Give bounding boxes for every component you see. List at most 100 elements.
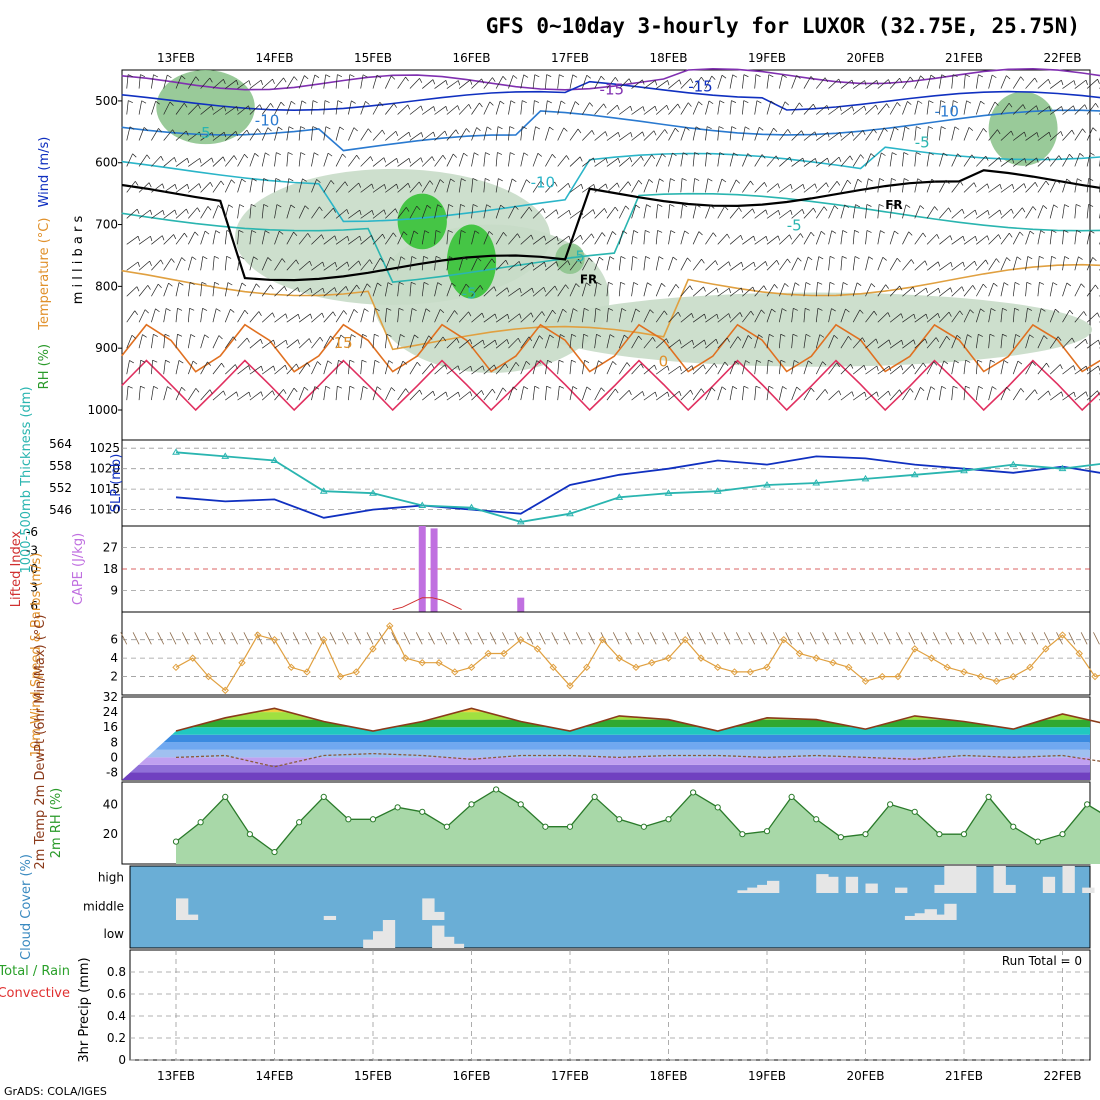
wind-barb-flag xyxy=(144,309,149,314)
wind-barb-flag xyxy=(599,256,604,261)
rh-patch xyxy=(397,193,447,250)
wind-barb xyxy=(237,129,248,141)
wind-barb xyxy=(1025,157,1037,167)
wind-barb-flag xyxy=(993,282,998,287)
wind-barb-flag xyxy=(588,257,593,262)
wind-barb xyxy=(557,360,560,375)
wind-barb-flag xyxy=(254,153,259,157)
wind-barb-flag xyxy=(700,388,705,393)
wind-barb-flag xyxy=(407,104,411,110)
wind-barb-flag xyxy=(536,360,541,364)
wind10m-barb xyxy=(1031,632,1039,645)
wind-barb-flag xyxy=(755,74,761,77)
wind-barb xyxy=(1086,284,1096,297)
x-tick-bottom-14FEB: 14FEB xyxy=(256,1069,294,1083)
wind-barb xyxy=(877,79,889,89)
wind-barb xyxy=(1037,362,1047,375)
wind-barb xyxy=(175,334,178,349)
wind-barb xyxy=(458,339,471,349)
wind-barb xyxy=(914,313,927,323)
wind-barb xyxy=(532,311,543,323)
wind-barb-flag xyxy=(419,78,423,83)
wind-barb-flag xyxy=(281,258,286,263)
wind-barb xyxy=(655,204,659,219)
wind-barb-flag xyxy=(950,262,953,268)
wind-barb-flag xyxy=(477,257,482,262)
cape-label: CAPE (J/kg) xyxy=(71,533,86,605)
wind-barb-flag xyxy=(1032,361,1036,366)
precip-tick-0.2: 0.2 xyxy=(107,1031,126,1045)
wind-barb xyxy=(1012,360,1019,375)
wind-barb-flag xyxy=(505,363,509,369)
wind-barb-flag xyxy=(1069,309,1074,315)
wind-barb xyxy=(372,184,385,193)
wind-barb xyxy=(1037,308,1042,323)
wind-barb-flag xyxy=(881,152,886,156)
wind-barb-flag xyxy=(769,334,774,338)
wind-barb-flag xyxy=(479,285,484,290)
wind-barb-flag xyxy=(1032,206,1037,211)
wind-barb-flag xyxy=(768,74,774,78)
wind-barb-flag xyxy=(962,236,965,242)
wind-barb xyxy=(126,310,136,323)
wind-barb xyxy=(766,155,777,167)
wind-barb-flag xyxy=(510,100,516,104)
wind-barb xyxy=(212,79,224,89)
wind-barb-flag xyxy=(666,105,669,111)
wind-barb xyxy=(594,183,606,193)
wind-barb xyxy=(668,128,676,141)
wind-barb xyxy=(163,360,166,375)
wind-barb-flag xyxy=(160,156,164,161)
wind-barb xyxy=(692,364,704,375)
wind-barb-flag xyxy=(896,257,901,263)
wind-barb xyxy=(212,308,217,323)
wind-barb xyxy=(569,283,577,297)
rh-point xyxy=(1034,838,1041,845)
wind-barb-flag xyxy=(640,156,644,161)
wind-barb-flag xyxy=(896,102,901,107)
wind-barb xyxy=(471,152,475,167)
wind-barb-flag xyxy=(991,74,997,79)
thickness-tick-552: 552 xyxy=(49,481,72,495)
wind-barb xyxy=(261,127,269,141)
wind-barb xyxy=(877,284,886,297)
wind-barb-flag xyxy=(528,336,533,342)
wind-barb-flag xyxy=(930,74,936,79)
wind-barb-flag xyxy=(278,126,283,131)
wind-barb-flag xyxy=(875,338,879,344)
li-tick-6: 6 xyxy=(30,599,38,613)
wind-barb-flag xyxy=(933,361,938,366)
wind-barb-flag xyxy=(481,390,485,396)
wind-barb-flag xyxy=(158,128,162,133)
wind-barb xyxy=(532,74,536,89)
wind-speed-point xyxy=(1058,631,1067,639)
wind-barb xyxy=(446,129,457,141)
wind-barb xyxy=(877,365,890,375)
wind-barb-flag xyxy=(855,204,861,208)
wind-barb xyxy=(520,336,530,349)
wind-barb-flag xyxy=(347,236,350,242)
wind-barb-flag xyxy=(1039,282,1045,285)
wind-barb-flag xyxy=(297,314,301,320)
wind-barb xyxy=(261,312,273,323)
wind-barb xyxy=(926,206,935,219)
wind10m-barb xyxy=(969,632,977,645)
wind-barb xyxy=(188,76,197,89)
wind-barb-flag xyxy=(825,182,829,188)
wind-barb-flag xyxy=(1071,129,1075,135)
wind-barb xyxy=(766,284,775,297)
wind-barb-flag xyxy=(445,391,448,397)
wind-barb-flag xyxy=(174,209,177,215)
wind-barb xyxy=(1074,204,1077,219)
wind-barb xyxy=(409,181,420,193)
wind-barb xyxy=(360,210,373,219)
wind-barb-flag xyxy=(756,359,762,363)
wind-barb xyxy=(754,309,762,323)
wind-barb-flag xyxy=(222,156,226,162)
wind-barb-flag xyxy=(297,339,300,345)
wind-barb-flag xyxy=(160,259,164,265)
wind-barb-flag xyxy=(905,204,911,208)
wind-barb-flag xyxy=(371,210,374,216)
wind-barb xyxy=(422,79,434,89)
wind-barb xyxy=(1000,334,1003,349)
